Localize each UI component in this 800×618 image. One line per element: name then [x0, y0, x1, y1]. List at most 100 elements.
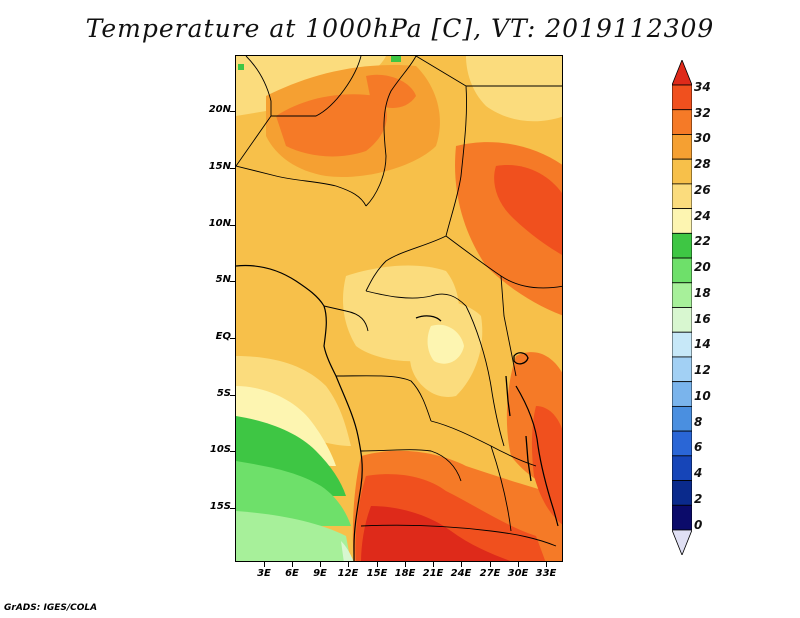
lat-tick [230, 281, 235, 282]
lon-label-12e: 12E [337, 568, 359, 579]
lon-label-9e: 9E [313, 568, 327, 579]
river-congo [415, 315, 442, 322]
lake-malawi [525, 435, 532, 482]
border-namibia-botswana [360, 524, 557, 547]
colorbar [671, 58, 693, 557]
east-coast [515, 385, 559, 527]
colorbar-label: 20 [694, 260, 711, 274]
colorbar-swatch [671, 183, 693, 210]
lon-label-18e: 18E [394, 568, 416, 579]
border-uganda-kenya [500, 275, 517, 377]
country-borders [236, 56, 562, 547]
lakes [415, 315, 532, 482]
border-sahel [236, 165, 367, 207]
colorbar-label: 0 [694, 518, 703, 532]
colorbar-swatch [671, 257, 693, 284]
colorbar-swatch [671, 381, 693, 407]
lon-tick [490, 562, 491, 567]
colorbar-label: 8 [694, 415, 703, 429]
lon-tick [348, 562, 349, 567]
colorbar-label: 26 [694, 183, 711, 197]
map-title: Temperature at 1000hPa [C], VT: 20191123… [85, 14, 715, 43]
lat-tick [230, 225, 235, 226]
colorbar-label: 6 [694, 440, 703, 454]
lon-label-27e: 27E [479, 568, 501, 579]
colorbar-swatch [671, 356, 693, 383]
lon-tick [518, 562, 519, 567]
lat-label-10n: 10N [208, 218, 231, 229]
lat-label-15n: 15N [208, 161, 231, 172]
lon-tick [546, 562, 547, 567]
atlantic-coast [236, 264, 363, 561]
colorbar-swatch [671, 208, 693, 234]
colorbar-swatch [671, 134, 693, 160]
border-niger-chad [365, 56, 417, 207]
lat-tick [230, 508, 235, 509]
colorbar-swatch [671, 232, 693, 259]
border-angola-zambia [360, 449, 462, 482]
colorbar-label: 14 [694, 337, 711, 351]
colorbar-label: 2 [694, 492, 703, 506]
lake-tanganyika [505, 375, 511, 417]
lon-label-15e: 15E [366, 568, 388, 579]
colorbar-swatch [671, 84, 693, 111]
lat-tick [230, 395, 235, 396]
border-car-north [365, 235, 447, 292]
field-zone-30-sahara [276, 94, 387, 157]
colorbar-swatch [671, 282, 693, 308]
field-zone-26-gulf [236, 256, 326, 356]
border-drc-east [465, 305, 505, 447]
colorbar-swatch [671, 109, 693, 135]
colorbar-arrow-bottom [671, 529, 693, 557]
lon-tick [320, 562, 321, 567]
lon-tick [377, 562, 378, 567]
lon-label-24e: 24E [450, 568, 472, 579]
border-mauritania-mali [236, 56, 272, 167]
colorbar-arrow-top [671, 58, 693, 86]
colorbar-label: 10 [694, 389, 711, 403]
footer-credit: GrADS: IGES/COLA [4, 603, 98, 613]
lon-label-21e: 21E [422, 568, 444, 579]
field-zone-34-south [361, 506, 511, 561]
colorbar-swatch [671, 405, 693, 432]
colorbar-swatch [671, 307, 693, 333]
field-zone-32-sudan [494, 165, 562, 255]
lat-label-15s: 15S [209, 501, 231, 512]
border-zambia-north [430, 420, 537, 467]
lat-label-eq: EQ [215, 331, 231, 342]
field-spot-20-b [391, 56, 401, 62]
lon-label-30e: 30E [507, 568, 529, 579]
border-libya-sudan [415, 56, 467, 237]
colorbar-swatch [671, 504, 693, 531]
lat-tick [230, 338, 235, 339]
colorbar-swatch [671, 158, 693, 185]
lat-tick [230, 111, 235, 112]
lat-tick [230, 168, 235, 169]
colorbar-label: 24 [694, 209, 711, 223]
lat-label-20n: 20N [208, 104, 231, 115]
temperature-map [235, 55, 563, 562]
border-mali-algeria [271, 56, 362, 117]
lon-label-3e: 3E [257, 568, 271, 579]
lat-label-5n: 5N [215, 274, 231, 285]
colorbar-swatches [671, 58, 693, 557]
lon-tick [405, 562, 406, 567]
field-zone-24-northeast [466, 56, 562, 122]
colorbar-label: 18 [694, 286, 711, 300]
field-spot-20-a [238, 64, 244, 70]
field-zone-14-ocean [341, 541, 354, 561]
coastlines [236, 264, 559, 561]
lon-label-6e: 6E [285, 568, 299, 579]
lon-label-33e: 33E [535, 568, 557, 579]
colorbar-swatch [671, 430, 693, 457]
colorbar-label: 16 [694, 312, 711, 326]
colorbar-swatch [671, 455, 693, 481]
border-car-south [365, 290, 467, 307]
lon-tick [264, 562, 265, 567]
colorbar-label: 4 [694, 466, 703, 480]
lon-tick [461, 562, 462, 567]
lat-tick [230, 451, 235, 452]
field-zone-22-congo [427, 324, 464, 364]
colorbar-label: 30 [694, 131, 711, 145]
lon-tick [292, 562, 293, 567]
